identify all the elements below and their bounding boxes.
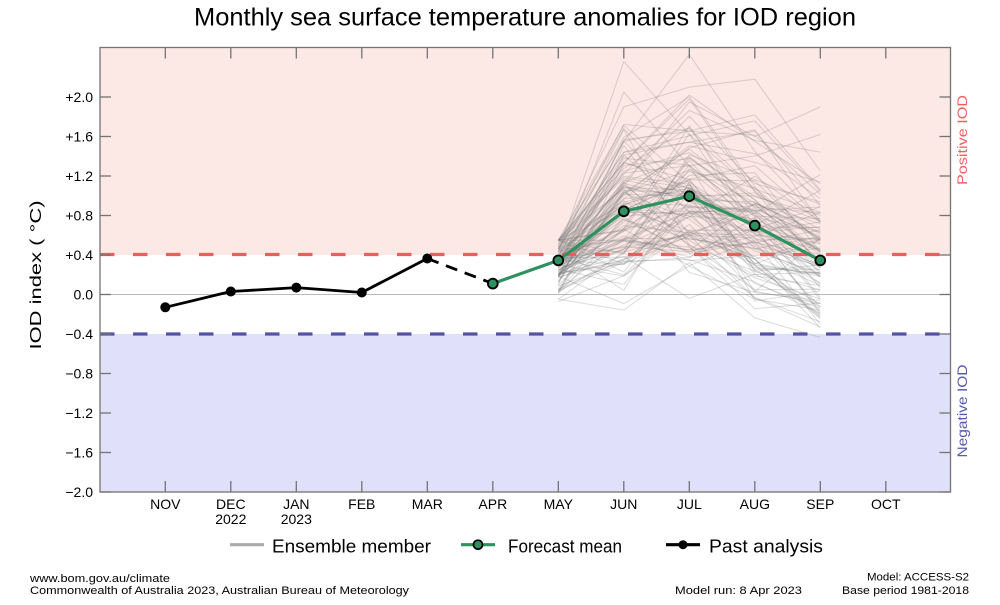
svg-text:IOD index ( °C): IOD index ( °C) [28, 201, 45, 350]
svg-text:−0.8: −0.8 [65, 366, 93, 382]
svg-text:NOV: NOV [150, 496, 181, 512]
svg-text:2023: 2023 [281, 511, 312, 527]
svg-text:−1.2: −1.2 [65, 405, 93, 421]
svg-text:www.bom.gov.au/climate: www.bom.gov.au/climate [29, 573, 170, 585]
svg-text:MAY: MAY [544, 496, 574, 512]
svg-text:+1.2: +1.2 [65, 168, 93, 184]
svg-text:MAR: MAR [412, 496, 443, 512]
svg-text:AUG: AUG [740, 496, 770, 512]
svg-text:Ensemble member: Ensemble member [272, 536, 431, 556]
svg-text:Positive IOD: Positive IOD [955, 95, 970, 185]
svg-text:JUL: JUL [677, 496, 702, 512]
svg-text:Base period 1981-2018: Base period 1981-2018 [842, 585, 969, 597]
svg-text:Monthly sea surface temperatur: Monthly sea surface temperature anomalie… [194, 3, 856, 31]
svg-text:+2.0: +2.0 [65, 89, 93, 105]
svg-text:SEP: SEP [806, 496, 834, 512]
svg-text:Commonwealth of Australia 2023: Commonwealth of Australia 2023, Australi… [30, 585, 410, 597]
svg-text:+1.6: +1.6 [65, 129, 93, 145]
svg-text:FEB: FEB [348, 496, 375, 512]
svg-text:Past analysis: Past analysis [709, 536, 823, 556]
svg-text:2022: 2022 [215, 511, 246, 527]
svg-text:−0.4: −0.4 [65, 326, 93, 342]
svg-text:Model: ACCESS-S2: Model: ACCESS-S2 [867, 572, 969, 584]
svg-text:JAN: JAN [283, 496, 309, 512]
svg-text:Negative IOD: Negative IOD [955, 364, 970, 457]
svg-text:APR: APR [478, 496, 507, 512]
svg-text:+0.4: +0.4 [65, 247, 93, 263]
svg-text:DEC: DEC [216, 496, 246, 512]
svg-text:0.0: 0.0 [74, 287, 94, 303]
svg-text:Model run: 8 Apr 2023: Model run: 8 Apr 2023 [675, 585, 802, 597]
svg-text:JUN: JUN [610, 496, 637, 512]
svg-text:+0.8: +0.8 [65, 208, 93, 224]
svg-text:Forecast mean: Forecast mean [508, 536, 622, 556]
svg-text:−1.6: −1.6 [65, 445, 93, 461]
svg-text:−2.0: −2.0 [65, 484, 93, 500]
svg-text:OCT: OCT [871, 496, 901, 512]
